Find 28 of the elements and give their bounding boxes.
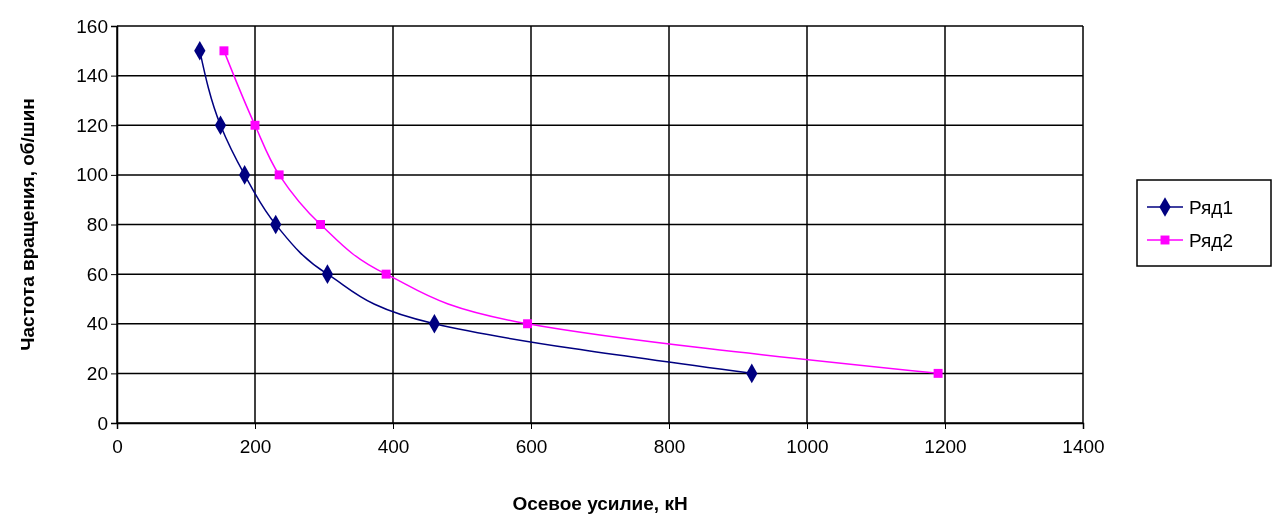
point [250, 120, 260, 130]
point [933, 368, 943, 378]
x-tick-label: 1400 [1062, 435, 1105, 457]
x-tick-label: 800 [653, 435, 686, 457]
x-tick-label: 200 [239, 435, 272, 457]
x-tick-label: 400 [377, 435, 410, 457]
point [274, 170, 284, 180]
x-tick-label: 0 [112, 435, 123, 457]
y-tick-label: 40 [86, 313, 108, 335]
y-tick-label: 80 [86, 214, 108, 236]
legend-label: Ряд1 [1189, 197, 1233, 218]
y-tick-label: 0 [97, 412, 108, 434]
y-tick-label: 100 [76, 164, 108, 186]
point [381, 269, 391, 279]
x-axis-title: Осевое усилие, кН [512, 493, 688, 514]
y-tick-label: 20 [86, 362, 108, 384]
legend-label: Ряд2 [1189, 230, 1233, 251]
x-tick-label: 1000 [786, 435, 829, 457]
x-tick-label: 1200 [924, 435, 967, 457]
y-axis-title: Частота вращения, об/шин [17, 98, 38, 351]
y-tick-label: 160 [76, 15, 108, 37]
y-tick-label: 120 [76, 114, 108, 136]
point [316, 220, 326, 229]
point [523, 319, 533, 329]
point [219, 46, 229, 56]
x-tick-label: 600 [515, 435, 548, 457]
y-tick-label: 140 [76, 65, 108, 87]
y-tick-label: 60 [86, 263, 108, 285]
